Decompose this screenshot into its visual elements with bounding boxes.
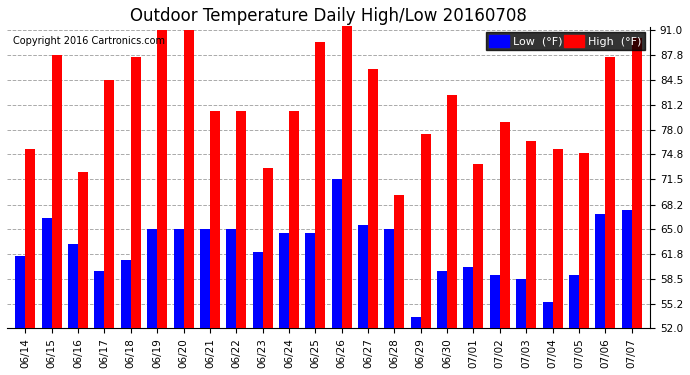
Bar xyxy=(157,30,167,328)
Bar xyxy=(595,214,605,328)
Bar xyxy=(147,229,157,328)
Text: Copyright 2016 Cartronics.com: Copyright 2016 Cartronics.com xyxy=(13,36,166,45)
Title: Outdoor Temperature Daily High/Low 20160708: Outdoor Temperature Daily High/Low 20160… xyxy=(130,7,527,25)
Bar xyxy=(68,244,78,328)
Bar xyxy=(421,134,431,328)
Bar xyxy=(411,317,421,328)
Bar xyxy=(395,195,404,328)
Bar xyxy=(78,172,88,328)
Bar xyxy=(605,57,615,328)
Bar xyxy=(368,69,378,328)
Bar xyxy=(516,279,526,328)
Bar xyxy=(263,168,273,328)
Bar xyxy=(26,149,35,328)
Bar xyxy=(464,267,473,328)
Bar xyxy=(332,179,342,328)
Bar xyxy=(384,229,395,328)
Bar xyxy=(41,217,52,328)
Bar xyxy=(173,229,184,328)
Bar xyxy=(289,111,299,328)
Bar xyxy=(95,271,104,328)
Bar xyxy=(253,252,263,328)
Bar xyxy=(305,233,315,328)
Bar xyxy=(569,275,579,328)
Bar xyxy=(358,225,368,328)
Bar xyxy=(226,229,236,328)
Bar xyxy=(315,42,326,328)
Bar xyxy=(490,275,500,328)
Bar xyxy=(184,30,194,328)
Bar xyxy=(447,95,457,328)
Bar xyxy=(473,164,484,328)
Bar xyxy=(579,153,589,328)
Bar xyxy=(342,27,352,328)
Legend: Low  (°F), High  (°F): Low (°F), High (°F) xyxy=(486,32,644,50)
Bar xyxy=(622,210,631,328)
Bar xyxy=(131,57,141,328)
Bar xyxy=(526,141,536,328)
Bar xyxy=(52,55,62,328)
Bar xyxy=(631,38,642,328)
Bar xyxy=(200,229,210,328)
Bar xyxy=(121,260,131,328)
Bar xyxy=(553,149,562,328)
Bar xyxy=(15,256,26,328)
Bar xyxy=(500,122,510,328)
Bar xyxy=(437,271,447,328)
Bar xyxy=(236,111,246,328)
Bar xyxy=(104,80,115,328)
Bar xyxy=(279,233,289,328)
Bar xyxy=(210,111,220,328)
Bar xyxy=(542,302,553,328)
